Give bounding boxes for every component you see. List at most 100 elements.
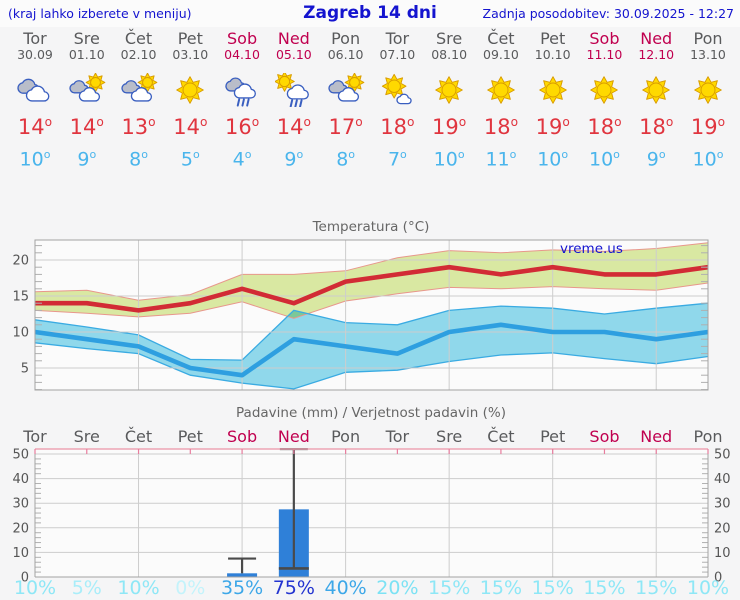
day-name: Sob xyxy=(589,29,620,48)
precip-day-label: Ned xyxy=(640,427,672,446)
high-band-upper-edge xyxy=(34,242,709,301)
precip-day-label: Tor xyxy=(385,427,410,446)
day-name: Čet xyxy=(487,29,515,48)
sunny-weather-icon xyxy=(176,76,205,104)
sunny-weather-icon xyxy=(538,76,567,104)
weather-icon-slot xyxy=(474,73,528,107)
low-band-upper-edge xyxy=(34,302,709,361)
weather-icon-slot xyxy=(163,73,217,107)
y-tick-label: 20 xyxy=(12,521,29,536)
precip-day-label: Sre xyxy=(74,427,100,446)
day-name: Čet xyxy=(124,29,153,48)
y-tick-label: 0 xyxy=(714,571,722,586)
precip-day-label: Pet xyxy=(178,427,203,446)
precip-probability-label: 0% xyxy=(175,577,205,599)
vreme-us-link[interactable]: vreme.us xyxy=(560,241,623,257)
precip-probability-label: 75% xyxy=(273,577,315,599)
y-tick-label: 5 xyxy=(21,362,29,377)
y-tick-label: 10 xyxy=(12,326,29,341)
y-tick-label: 20 xyxy=(714,521,731,536)
rain-weather-icon xyxy=(225,77,257,107)
high-temp: 18o xyxy=(639,115,674,139)
weather-icon-slot xyxy=(112,72,166,107)
low-temp-line xyxy=(34,322,709,378)
precipitation-chart: 0 0 10 10 20 20 30 30 40 40 50 50 Tor Sre Čet Pet Sob Ned… xyxy=(12,405,731,599)
day-date: 05.10 xyxy=(275,47,312,62)
day-name: Pon xyxy=(693,29,723,48)
high-temp: 18o xyxy=(483,115,519,139)
y-tick-label: 0 xyxy=(21,571,29,586)
precip-probability-label: 40% xyxy=(324,577,366,599)
day-column: Tor 30.09 14o 10o xyxy=(8,30,62,171)
day-date: 08.10 xyxy=(431,47,468,62)
day-name: Pon xyxy=(331,29,361,48)
mostly-weather-icon xyxy=(382,73,413,105)
low-band-lower-edge xyxy=(34,342,709,390)
day-date: 03.10 xyxy=(172,47,209,62)
day-column: Ned 05.10 14o 9o xyxy=(267,30,321,171)
day-column: Ned 12.10 18o 9o xyxy=(629,30,683,171)
day-column: Pon 13.10 19o 10o xyxy=(681,30,735,171)
high-temp: 14o xyxy=(17,115,53,139)
precip-probability-label: 15% xyxy=(480,577,522,599)
high-temp: 14o xyxy=(276,115,311,139)
precip-probability-label: 10% xyxy=(687,577,729,599)
high-temp: 19o xyxy=(432,115,467,139)
high-temp: 17o xyxy=(328,115,363,139)
high-temp: 13o xyxy=(121,115,156,139)
day-column: Pet 03.10 14o 5o xyxy=(163,30,217,171)
precip-probability-label: 20% xyxy=(376,577,418,599)
day-name: Tor xyxy=(385,29,410,48)
precip-probability-label: 10% xyxy=(14,577,56,599)
precip-day-label: Čet xyxy=(125,427,152,446)
high-band-lower-edge xyxy=(34,282,709,319)
precip-day-label: Pet xyxy=(540,427,565,446)
weather-icon-slot xyxy=(629,73,683,107)
temperature-chart: 5 10 15 20 Temperatura (°C) vreme.us xyxy=(12,219,709,391)
sunny-weather-icon xyxy=(642,76,671,104)
low-temp: 10o xyxy=(692,148,724,171)
day-date: 07.10 xyxy=(379,47,416,62)
page-title: Zagreb 14 dni xyxy=(303,3,437,23)
high-temp: 16o xyxy=(224,115,260,139)
day-name: Pet xyxy=(177,29,203,48)
y-tick-label: 10 xyxy=(12,546,29,561)
weather-icon-slot xyxy=(267,71,321,108)
sunny-weather-icon xyxy=(435,76,463,104)
precip-day-label: Sre xyxy=(436,427,462,446)
temp-chart-title: Temperatura (°C) xyxy=(312,219,430,235)
y-tick-label: 30 xyxy=(12,497,29,512)
day-date: 13.10 xyxy=(690,47,726,62)
day-date: 06.10 xyxy=(327,47,364,62)
low-temp: 8o xyxy=(129,148,148,171)
high-temp: 19o xyxy=(535,115,570,139)
menu-note: (kraj lahko izberete v meniju) xyxy=(8,6,192,21)
day-column: Sob 11.10 18o 10o xyxy=(577,30,631,171)
day-date: 11.10 xyxy=(586,47,623,62)
low-temp: 11o xyxy=(485,148,517,171)
low-temp: 10o xyxy=(433,148,465,171)
day-column: Čet 02.10 13o 8o xyxy=(112,30,166,171)
precip-bar xyxy=(227,573,258,577)
partly-weather-icon xyxy=(69,72,106,102)
day-date: 01.10 xyxy=(68,47,105,62)
partly-weather-icon xyxy=(327,72,364,102)
day-date: 04.10 xyxy=(224,47,260,62)
high-temp: 14o xyxy=(69,115,104,139)
weather-icon-slot xyxy=(370,73,424,107)
weather-icon-slot xyxy=(681,73,735,107)
precip-probability-label: 15% xyxy=(583,577,625,599)
weather-icon-slot xyxy=(215,73,269,107)
precip-probability-label: 35% xyxy=(221,577,263,599)
high-temp: 19o xyxy=(690,115,726,139)
page-header: (kraj lahko izberete v meniju) Zagreb 14… xyxy=(0,0,740,27)
day-column: Pon 06.10 17o 8o xyxy=(319,30,373,171)
precip-probability-label: 15% xyxy=(532,577,574,599)
day-date: 09.10 xyxy=(483,47,519,62)
precip-plot-area xyxy=(35,449,708,577)
high-temp: 18o xyxy=(380,115,415,139)
day-name: Pet xyxy=(540,29,566,48)
precip-day-label: Čet xyxy=(487,427,514,446)
high-temp: 14o xyxy=(173,115,208,139)
day-column: Sre 08.10 19o 10o xyxy=(422,30,476,171)
